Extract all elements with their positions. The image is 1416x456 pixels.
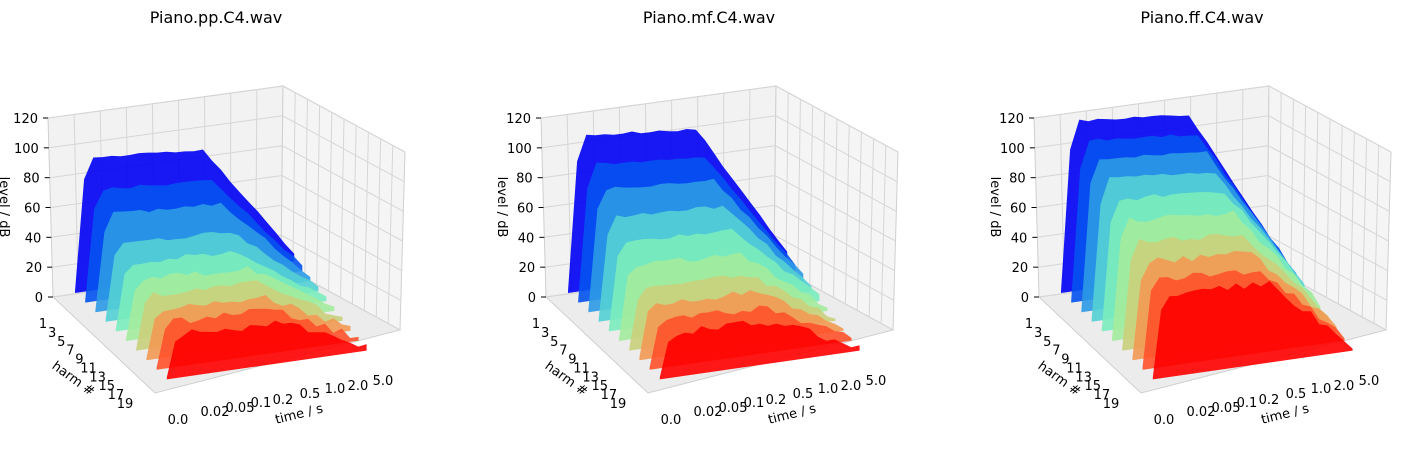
harm-tick-label: 3 [48,326,56,341]
z-tick-label: 120 [13,112,38,127]
z-axis-label: level / dB [987,177,1002,238]
z-axis-label: level / dB [0,177,11,238]
panel-title-mf: Piano.mf.C4.wav [559,8,859,27]
harm-tick-label: 1 [39,317,47,332]
z-tick-label: 120 [506,112,531,127]
time-tick-label: 1.0 [325,382,346,397]
time-tick-label: 0.2 [766,393,787,408]
z-tick-label: 80 [23,172,40,187]
harm-tick-label: 5 [57,335,65,350]
z-tick-label: 20 [519,261,536,276]
z-tick-label: 0 [528,291,536,306]
z-tick-label: 100 [14,142,39,157]
time-tick-label: 2.0 [841,379,862,394]
z-tick-label: 120 [999,112,1024,127]
harm-tick-label: 19 [1103,397,1120,412]
time-tick-label: 5.0 [866,374,887,389]
time-tick-label: 5.0 [373,374,394,389]
time-tick-label: 1.0 [818,382,839,397]
z-tick-label: 20 [26,261,43,276]
harm-tick-label: 7 [1052,344,1060,359]
z-tick-label: 40 [25,231,42,246]
harm-tick-label: 7 [559,344,567,359]
time-tick-label: 0.1 [1237,396,1258,411]
z-tick-label: 60 [1010,202,1027,217]
z-tick-label: 20 [1012,261,1029,276]
harm-tick-label: 1 [1025,317,1033,332]
time-tick-label: 1.0 [1311,382,1332,397]
z-tick-label: 80 [1009,172,1026,187]
time-tick-label: 0.5 [793,387,814,402]
time-tick-label: 0.2 [273,393,294,408]
time-tick-label: 0.0 [1154,413,1175,428]
harm-tick-label: 1 [532,317,540,332]
panel-title-pp: Piano.pp.C4.wav [66,8,366,27]
time-tick-label: 0.1 [251,396,272,411]
z-tick-label: 40 [518,231,535,246]
time-tick-label: 2.0 [348,379,369,394]
harm-tick-label: 19 [117,397,134,412]
harm-tick-label: 3 [541,326,549,341]
time-tick-label: 0.0 [168,413,189,428]
z-tick-label: 40 [1011,231,1028,246]
time-tick-label: 0.5 [300,387,321,402]
z-tick-label: 100 [1000,142,1025,157]
harm-tick-label: 5 [1043,335,1051,350]
time-tick-label: 5.0 [1359,374,1380,389]
harm-tick-label: 19 [610,397,627,412]
time-tick-label: 0.0 [661,413,682,428]
z-tick-label: 0 [35,291,43,306]
z-tick-label: 0 [1021,291,1029,306]
z-tick-label: 80 [516,172,533,187]
harm-tick-label: 7 [66,344,74,359]
harm-tick-label: 3 [1034,326,1042,341]
time-tick-label: 0.5 [1286,387,1307,402]
time-tick-label: 2.0 [1334,379,1355,394]
z-axis-label: level / dB [494,177,509,238]
panel-title-ff: Piano.ff.C4.wav [1052,8,1352,27]
z-tick-label: 60 [24,202,41,217]
z-tick-label: 60 [517,202,534,217]
harm-tick-label: 5 [550,335,558,350]
time-tick-label: 0.2 [1259,393,1280,408]
z-tick-label: 100 [507,142,532,157]
time-tick-label: 0.1 [744,396,765,411]
